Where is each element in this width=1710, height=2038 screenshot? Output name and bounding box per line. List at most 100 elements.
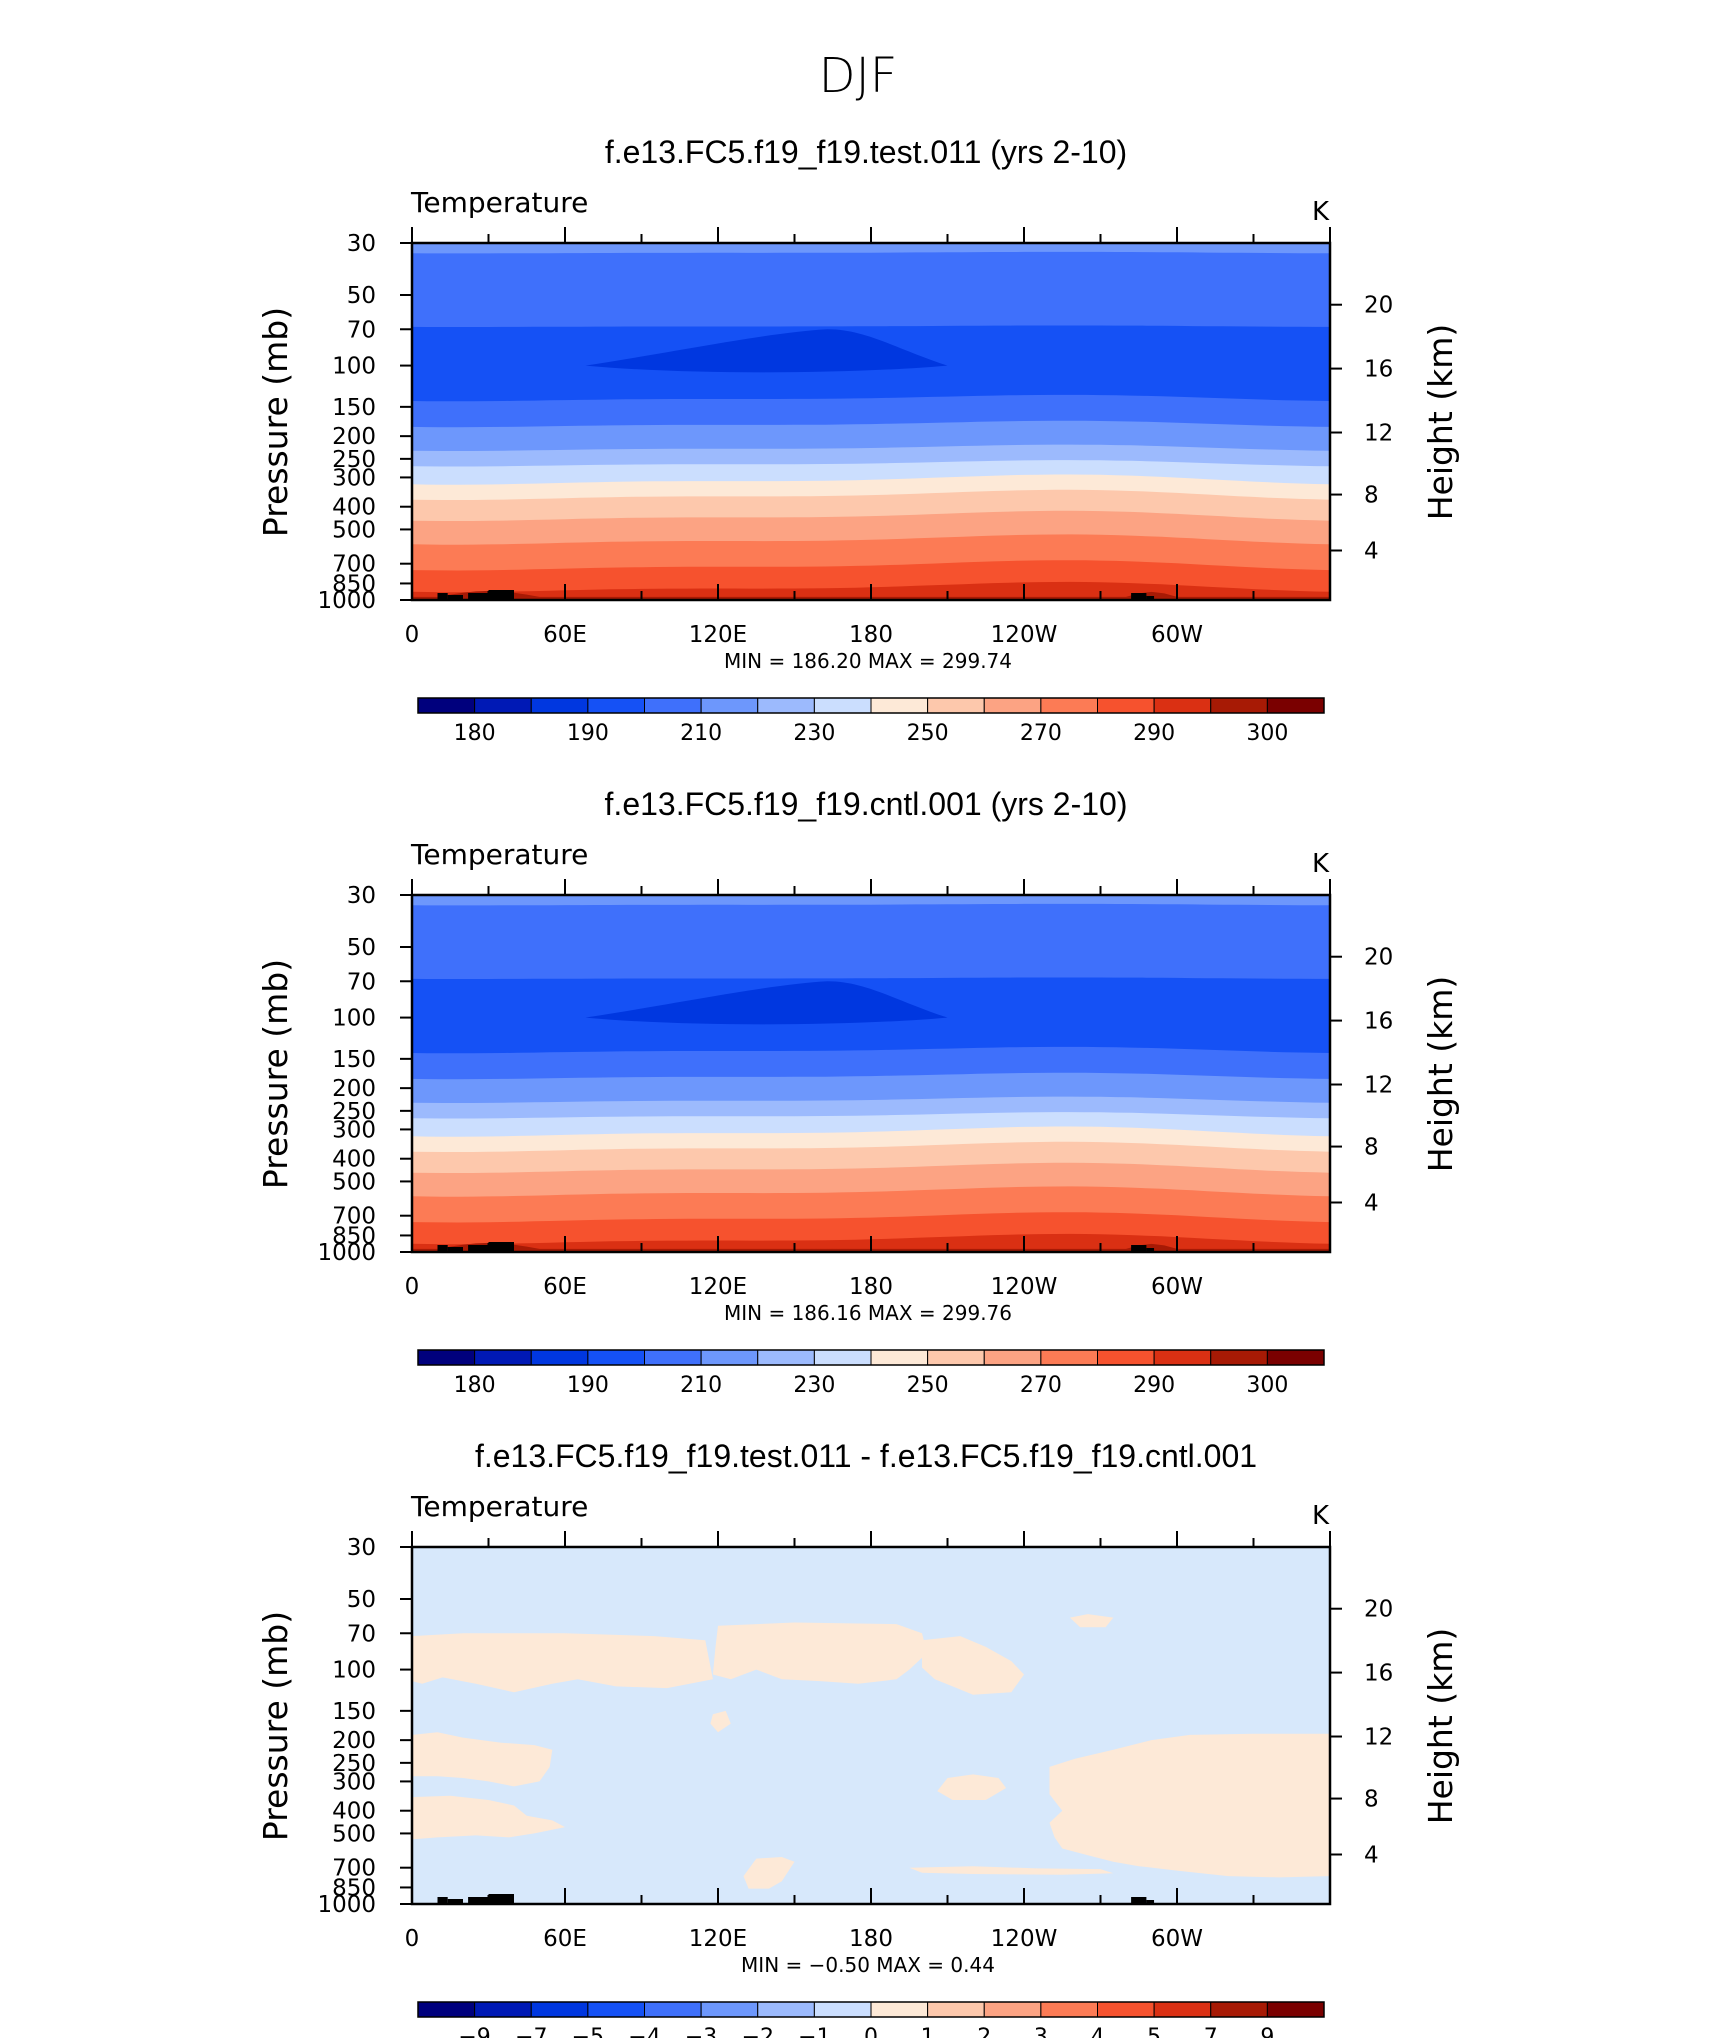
min-max-stats: MIN = 186.16 MAX = 299.76 [724, 1301, 1012, 1325]
y-tick-label: 1000 [317, 1240, 376, 1266]
colorbar-swatch [700, 697, 759, 714]
colorbar-swatch [983, 2001, 1042, 2018]
y-tick-label: 300 [332, 465, 376, 491]
height-tick-label: 20 [1364, 1597, 1393, 1623]
colorbar-swatch [1210, 2001, 1268, 2018]
colorbar-swatch [1266, 1349, 1325, 1366]
x-tick-label: 120W [991, 1274, 1058, 1300]
colorbar-label: 0 [864, 2025, 878, 2038]
colorbar-swatch [757, 697, 815, 714]
y-tick-label: 850 [332, 1875, 376, 1901]
colorbar-swatch [1210, 697, 1268, 714]
colorbar-frame [417, 2001, 1325, 2018]
height-tick-label: 12 [1364, 1725, 1393, 1751]
x-tick-label: 120E [689, 1274, 747, 1300]
y-axis-label-left: Pressure (mb) [256, 1611, 295, 1841]
x-tick-label: 0 [405, 622, 420, 648]
colorbar-label: −5 [572, 2025, 604, 2038]
colorbar-swatch [927, 2001, 985, 2018]
colorbar-label: 250 [907, 1373, 949, 1398]
colorbar-label: 2 [977, 2025, 991, 2038]
x-tick-label: 180 [849, 622, 893, 648]
units-label: K [1312, 197, 1330, 227]
y-tick-label: 500 [332, 517, 376, 543]
colorbar-label: 210 [680, 721, 722, 746]
y-axis-label-left: Pressure (mb) [256, 307, 295, 537]
colorbar-swatch [1266, 2001, 1325, 2018]
height-tick-label: 16 [1364, 357, 1393, 383]
y-tick-label: 200 [332, 424, 376, 450]
panel-title: f.e13.FC5.f19_f19.test.011 (yrs 2-10) [605, 134, 1127, 170]
x-tick-label: 180 [849, 1274, 893, 1300]
negative-anomaly-contour [1215, 1891, 1300, 1897]
topography [1131, 1245, 1147, 1252]
colorbar-label: 5 [1147, 2025, 1161, 2038]
colorbar-label: 190 [567, 721, 609, 746]
colorbar-swatch [870, 697, 929, 714]
colorbar-swatch [757, 2001, 815, 2018]
y-tick-label: 50 [347, 283, 376, 309]
colorbar-swatch [1040, 697, 1098, 714]
colorbar-swatch [530, 697, 589, 714]
colorbar-label: 230 [793, 1373, 835, 1398]
colorbar-label: 250 [907, 721, 949, 746]
colorbar-swatch [1153, 1349, 1212, 1366]
y-tick-label: 70 [347, 317, 376, 343]
units-label: K [1312, 849, 1330, 879]
colorbar-frame [417, 1349, 1325, 1366]
min-max-stats: MIN = −0.50 MAX = 0.44 [741, 1953, 995, 1977]
y-axis-label-left: Pressure (mb) [256, 959, 295, 1189]
y-tick-label: 100 [332, 1006, 376, 1032]
colorbar-label: 300 [1246, 1373, 1288, 1398]
topography [437, 593, 448, 600]
colorbar-label: 1 [921, 2025, 935, 2038]
colorbar-swatch [1153, 2001, 1212, 2018]
colorbar-swatch [417, 697, 476, 714]
positive-anomaly-contour [712, 1622, 928, 1684]
colorbar-label: 300 [1246, 721, 1288, 746]
colorbar-swatch [700, 1349, 759, 1366]
units-label: K [1312, 1501, 1330, 1531]
positive-anomaly-contour [412, 1732, 553, 1787]
y-tick-label: 200 [332, 1728, 376, 1754]
topography [447, 1247, 463, 1252]
colorbar-label: −3 [685, 2025, 717, 2038]
variable-label: Temperature [410, 838, 588, 871]
colorbar-swatch [1097, 697, 1155, 714]
topography [447, 595, 463, 600]
colorbar-swatch [1040, 1349, 1098, 1366]
colorbar-label: −9 [458, 2025, 490, 2038]
panel-1: f.e13.FC5.f19_f19.test.011 (yrs 2-10) Tem… [256, 134, 1460, 746]
colorbar-swatch [587, 697, 645, 714]
positive-anomaly-contour [1069, 1614, 1114, 1628]
colorbar-label: 9 [1260, 2025, 1274, 2038]
figure-title: DJF [819, 48, 898, 104]
panel-title: f.e13.FC5.f19_f19.cntl.001 (yrs 2-10) [605, 786, 1128, 822]
colorbar-swatch [813, 1349, 872, 1366]
positive-anomaly-contour [710, 1710, 731, 1733]
y-tick-label: 150 [332, 1699, 376, 1725]
y-tick-label: 100 [332, 354, 376, 380]
y-tick-label: 100 [332, 1658, 376, 1684]
colorbar-swatch [530, 2001, 589, 2018]
y-tick-label: 700 [332, 552, 376, 578]
variable-label: Temperature [410, 186, 588, 219]
height-tick-label: 16 [1364, 1661, 1393, 1687]
colorbar-swatch [1153, 697, 1212, 714]
height-tick-label: 12 [1364, 1073, 1393, 1099]
y-tick-label: 30 [347, 883, 376, 909]
height-tick-label: 4 [1364, 539, 1379, 565]
height-tick-label: 16 [1364, 1009, 1393, 1035]
topography [488, 590, 514, 600]
height-tick-label: 8 [1364, 483, 1379, 509]
x-tick-label: 120E [689, 622, 747, 648]
y-tick-label: 50 [347, 935, 376, 961]
y-tick-label: 30 [347, 1535, 376, 1561]
colorbar-swatch [757, 1349, 815, 1366]
y-tick-label: 150 [332, 1047, 376, 1073]
panel-title: f.e13.FC5.f19_f19.test.011 - f.e13.FC5.f… [475, 1438, 1257, 1474]
colorbar-label: 4 [1091, 2025, 1105, 2038]
height-tick-label: 8 [1364, 1787, 1379, 1813]
topography [1146, 1248, 1155, 1252]
